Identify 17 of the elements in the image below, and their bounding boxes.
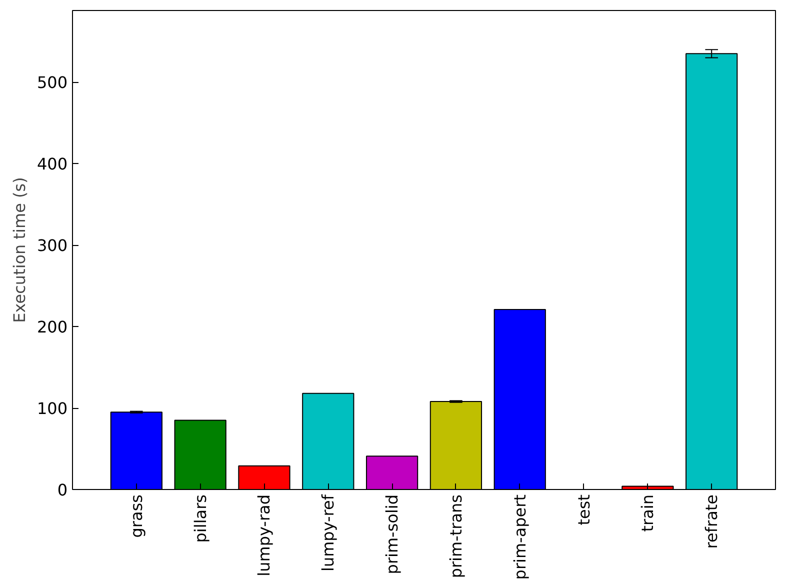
y-tick-label: 500 [36, 73, 68, 92]
x-tick-label: pillars [190, 494, 210, 543]
x-tick-label: prim-apert [510, 494, 530, 580]
x-tick-label: prim-trans [446, 494, 466, 578]
x-tick-label: lumpy-rad [254, 494, 274, 576]
y-tick-label: 0 [57, 480, 68, 500]
x-tick-label: test [574, 494, 594, 526]
x-tick-label: train [638, 494, 658, 532]
x-tick-label: prim-solid [382, 494, 402, 574]
x-tick-label: grass [126, 494, 146, 538]
y-tick-label: 200 [36, 318, 68, 337]
x-tick-label: lumpy-ref [318, 494, 338, 572]
y-tick-label: 300 [36, 236, 68, 256]
y-axis-title: Execution time (s) [10, 177, 29, 323]
x-tick-label: refrate [702, 494, 722, 549]
y-tick-label: 400 [36, 154, 68, 174]
y-tick-label: 100 [36, 399, 68, 418]
